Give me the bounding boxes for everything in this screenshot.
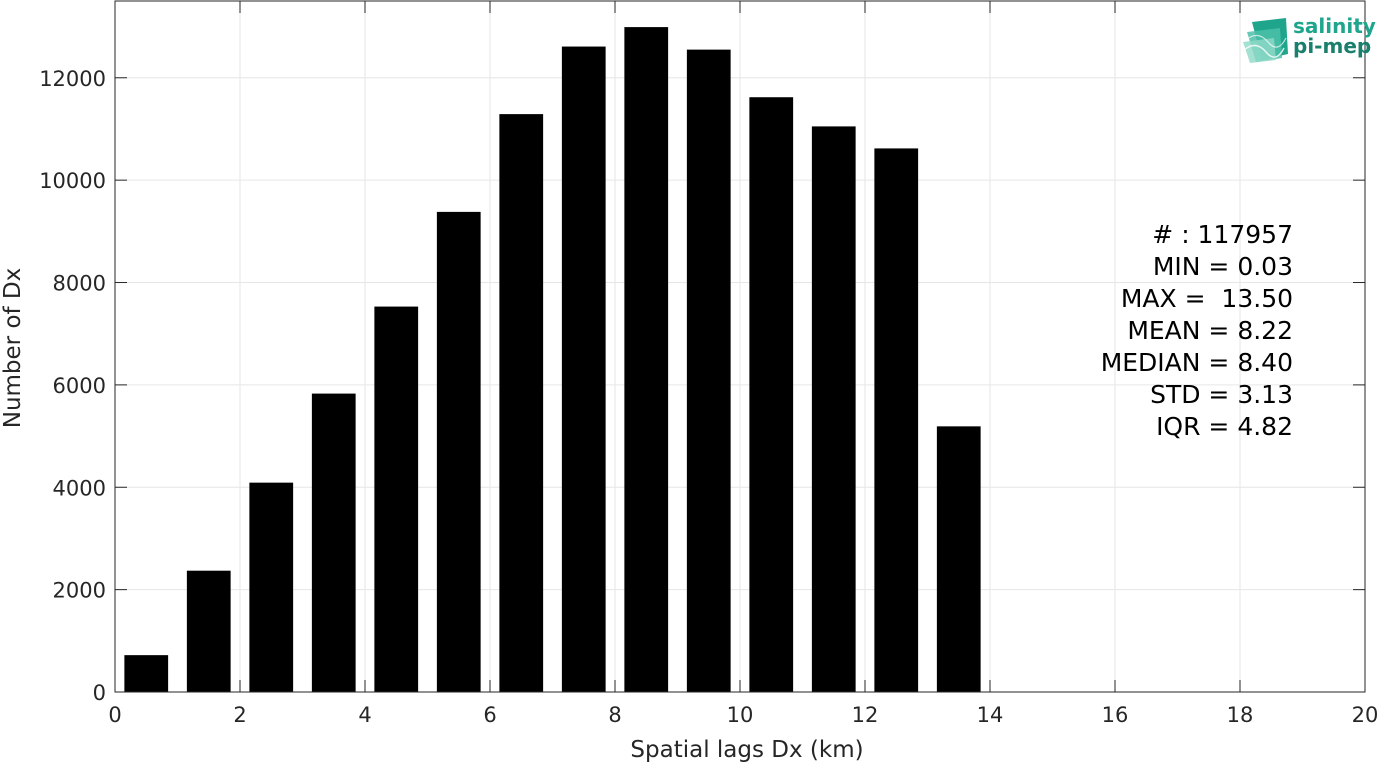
histogram-bar [186, 570, 231, 692]
axis-ticks: 0 2 4 6 8 10 12 14 16 18 20 0 2000 4000 6000 8000 10000 1… [39, 1, 1378, 727]
x-tick-label: 12 [852, 703, 879, 727]
statistics-annotation: # : 117957 MIN = 0.03 MAX = 13.50 MEAN =… [1101, 220, 1293, 441]
stat-iqr: IQR = 4.82 [1156, 412, 1293, 441]
stat-std: STD = 3.13 [1150, 380, 1293, 409]
histogram-bar [749, 97, 794, 692]
y-tick-label: 12000 [39, 67, 106, 91]
salinity-pi-mep-logo: salinity pi-mep [1243, 14, 1376, 63]
histogram-bars [124, 27, 981, 693]
histogram-bar [374, 306, 419, 692]
histogram-bar [874, 148, 919, 692]
histogram-bar [499, 114, 544, 692]
histogram-bar [436, 211, 481, 692]
histogram-bar [311, 393, 356, 692]
histogram-bar [686, 49, 731, 693]
histogram-bar [624, 27, 669, 693]
histogram-bar [811, 126, 856, 693]
x-tick-label: 10 [727, 703, 754, 727]
histogram-bar [561, 46, 606, 693]
x-tick-label: 18 [1227, 703, 1254, 727]
x-tick-label: 8 [608, 703, 621, 727]
x-tick-label: 20 [1352, 703, 1379, 727]
y-tick-label: 2000 [53, 579, 106, 603]
y-axis-label: Number of Dx [0, 268, 26, 429]
stat-median: MEDIAN = 8.40 [1101, 348, 1293, 377]
x-tick-label: 4 [358, 703, 371, 727]
x-tick-label: 2 [233, 703, 246, 727]
x-tick-label: 14 [977, 703, 1004, 727]
y-tick-label: 10000 [39, 169, 106, 193]
stat-min: MIN = 0.03 [1153, 252, 1293, 281]
logo-text-salinity: salinity [1293, 14, 1376, 38]
stat-max: MAX = 13.50 [1121, 284, 1293, 313]
stat-count: # : 117957 [1152, 220, 1293, 249]
histogram-bar [249, 482, 294, 692]
stat-mean: MEAN = 8.22 [1127, 316, 1293, 345]
y-tick-label: 8000 [53, 272, 106, 296]
y-tick-label: 4000 [53, 476, 106, 500]
x-tick-label: 16 [1102, 703, 1129, 727]
grid-lines [114, 1, 1366, 693]
x-tick-label: 0 [108, 703, 121, 727]
histogram-bar [936, 426, 981, 692]
x-axis-label: Spatial lags Dx (km) [630, 737, 863, 763]
logo-text-pi-mep: pi-mep [1293, 34, 1371, 58]
y-tick-label: 0 [93, 681, 106, 705]
y-tick-label: 6000 [53, 374, 106, 398]
wave-logo-icon [1243, 18, 1288, 63]
histogram-bar [124, 655, 169, 692]
x-tick-label: 6 [483, 703, 496, 727]
